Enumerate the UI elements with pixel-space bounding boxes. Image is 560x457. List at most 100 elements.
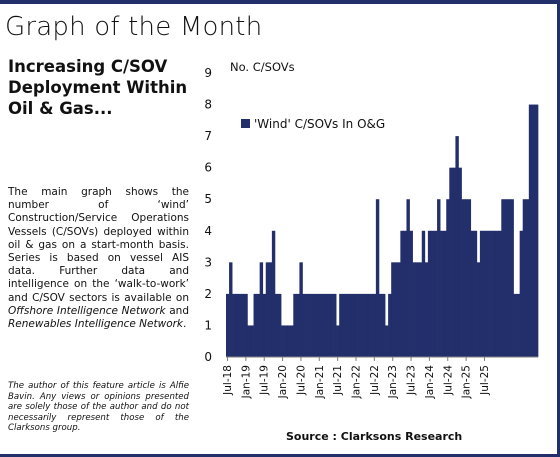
bar [403,230,407,357]
bar [293,293,297,357]
bar [250,325,254,357]
bar [354,293,358,357]
bar [437,199,441,357]
x-tick-label: Jul-18 [222,365,234,396]
bar [406,199,410,357]
bar [259,262,264,357]
article-body-part: Renewables Intelligence Network [8,318,184,331]
article-body-part: The main graph shows the number of ‘wind… [8,186,189,304]
bar [302,293,306,357]
bar [427,230,432,357]
bar [345,293,349,357]
bar [507,199,511,357]
bar [336,325,340,357]
bar [409,230,413,357]
bar [486,230,490,357]
bar [455,136,459,357]
x-tick-label: Jul-25 [479,365,491,396]
legend-label: 'Wind' C/SOVs In O&G [254,117,385,131]
bar [278,293,282,357]
x-tick-label: Jan-23 [387,365,399,399]
bar [434,230,438,357]
bar [253,293,257,357]
bar [247,325,251,357]
bar [357,293,361,357]
bar [495,230,499,357]
y-tick-label: 5 [204,192,212,206]
y-tick-label: 1 [204,318,212,332]
bar [510,199,514,357]
x-tick-label: Jan-20 [277,365,289,399]
bar [375,199,380,357]
bar [443,230,447,357]
article-body: The main graph shows the number of ‘wind… [8,186,189,331]
bar [326,293,331,357]
bar-series [226,104,539,357]
bar [504,199,508,357]
bar [308,293,312,357]
bar [369,293,374,357]
bar [339,293,343,357]
bar [363,293,368,357]
bar [238,293,242,357]
bar [268,262,273,357]
bar [489,230,493,357]
bar [385,325,389,357]
bar [522,199,527,357]
bar [461,199,465,357]
bar [317,293,322,357]
x-tick-label: Jan-22 [351,365,363,399]
y-tick-label: 2 [204,287,212,301]
chart: No. C/SOVs 0 1 2 3 4 5 6 7 8 9 Jul-18 Jan-19 Jul-19… [204,60,539,443]
bar [232,293,236,357]
bar [348,293,352,357]
bar [412,262,416,357]
bar [415,262,420,357]
bar [498,230,502,357]
bar [360,293,364,357]
bar [333,293,337,357]
bar [314,293,319,357]
article-body-part: Offshore Intelligence Network [8,304,166,317]
y-tick-label: 6 [204,161,212,175]
bar [382,293,386,357]
bar [372,293,377,357]
bar [287,325,291,357]
x-tick-label: Jan-19 [240,365,252,399]
bar [274,293,279,357]
y-tick-label: 7 [204,129,212,143]
bar [430,230,435,357]
bar [299,262,303,357]
x-tick-label: Jan-25 [461,365,473,399]
x-tick-label: Jan-24 [424,365,436,400]
x-tick-label: Jul-19 [259,365,271,396]
y-tick-label: 8 [204,98,212,112]
bar [265,262,270,357]
bar [320,293,325,357]
bar [424,262,429,357]
bar [482,230,487,357]
page-title: Graph of the Month [5,12,263,42]
bar [525,199,530,357]
source-note: Source : Clarksons Research [286,430,462,443]
bar [519,230,524,357]
bar [330,293,334,357]
bar [281,325,285,357]
bar [440,230,444,357]
y-tick-label: 4 [204,224,212,238]
bar [458,167,462,357]
article-body-part: and [165,304,189,317]
bar [473,230,478,357]
bar [229,262,233,357]
bar [516,293,520,357]
bar [366,293,371,357]
bar [342,293,346,357]
bar [235,293,239,357]
bar [351,293,355,357]
author-disclaimer: The author of this feature article is Al… [8,381,189,433]
bar [464,199,468,357]
bar [513,293,517,357]
bar [241,293,245,357]
bar [397,262,401,357]
